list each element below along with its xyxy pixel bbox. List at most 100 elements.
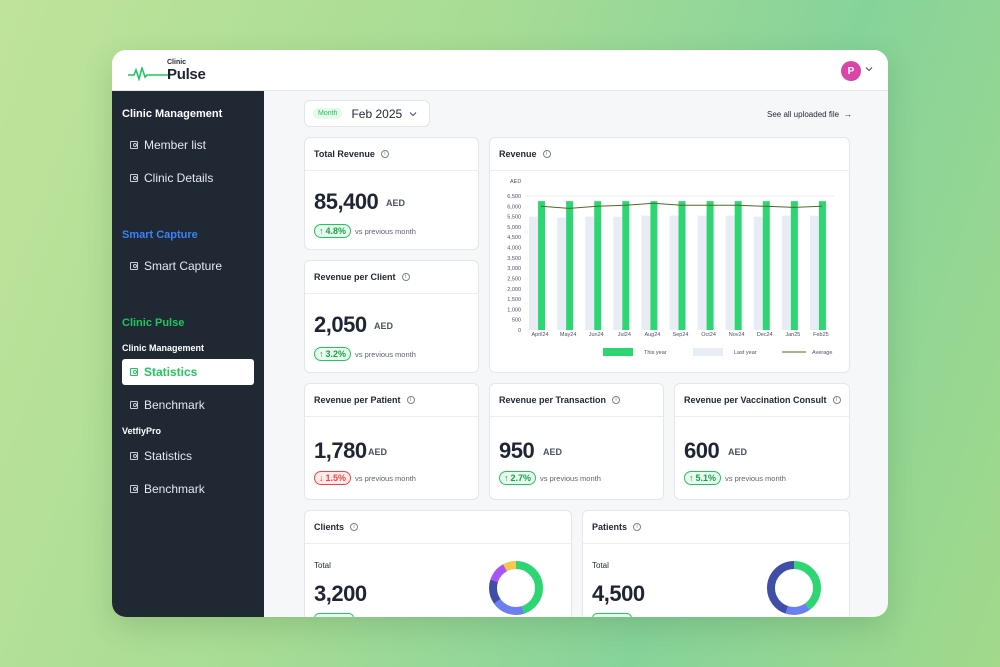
card-title: Revenue per Transaction <box>499 395 607 405</box>
legend-label-this-year: This year <box>644 350 667 356</box>
bar-last-year <box>669 215 679 330</box>
sidebar: Clinic Management Member list Clinic Det… <box>112 91 264 617</box>
card-title: Revenue per Patient <box>314 395 401 405</box>
kpi-value: 2,050 <box>314 312 367 337</box>
sidebar-item-smart-capture[interactable]: Smart Capture <box>122 253 254 279</box>
card-title: Revenue per Vaccination Consult <box>684 395 827 405</box>
user-icon <box>130 141 138 149</box>
bar-this-year <box>650 201 658 330</box>
card-title: Revenue <box>499 149 537 159</box>
bar-last-year <box>641 215 651 330</box>
sidebar-item-vetfiypro-statistics[interactable]: Statistics <box>122 443 254 469</box>
donut-segment <box>767 561 821 615</box>
change-badge: ↑ 2.7% <box>499 471 537 485</box>
patients-donut-chart <box>767 561 821 615</box>
info-icon[interactable]: i <box>380 150 389 158</box>
kpi-value: 950 <box>499 438 535 463</box>
kpi-unit: AED <box>368 447 388 457</box>
bar-last-year <box>809 215 819 330</box>
kpi-card-revenue-per-vaccination: Revenue per Vaccination Consult i 600 AE… <box>674 383 850 500</box>
bar-last-year <box>613 216 623 330</box>
info-icon[interactable]: i <box>350 523 359 531</box>
info-icon[interactable]: i <box>832 396 841 404</box>
patients-card: Patients i Total 4,500 <box>582 510 850 617</box>
change-badge: ↓ 1.5% <box>314 471 352 485</box>
sidebar-item-label: Benchmark <box>144 482 205 496</box>
card-header: Clients i <box>305 511 571 544</box>
y-tick-label: 2,000 <box>507 287 521 293</box>
sidebar-item-clinic-details[interactable]: Clinic Details <box>122 165 254 191</box>
sidebar-item-benchmark[interactable]: Benchmark <box>122 392 254 418</box>
sidebar-item-vetfiypro-benchmark[interactable]: Benchmark <box>122 476 254 502</box>
change-badge: ↑ 4.8% <box>314 224 352 238</box>
card-header: Revenue per Patient i <box>305 384 478 417</box>
change-note: vs previous month <box>355 349 416 359</box>
bar-this-year <box>734 201 742 330</box>
month-tag: Month <box>313 108 343 119</box>
month-picker[interactable]: Month Feb 2025 <box>304 100 430 127</box>
x-tick-label: Nov24 <box>729 332 745 338</box>
bar-last-year <box>753 216 763 330</box>
change-note: vs previous month <box>540 473 601 483</box>
arrow-right-icon: → <box>843 109 853 119</box>
chevron-down-icon[interactable] <box>865 65 873 73</box>
x-tick-label: Jul24 <box>618 332 631 338</box>
info-icon[interactable]: i <box>542 150 551 158</box>
change-badge <box>314 613 354 617</box>
user-icon <box>130 174 138 182</box>
see-all-uploaded-link[interactable]: See all uploaded file → <box>767 109 852 119</box>
x-tick-label: Jan25 <box>785 332 800 338</box>
card-header: Total Revenue i <box>305 138 478 171</box>
y-tick-label: 500 <box>512 318 521 324</box>
sidebar-item-label: Member list <box>144 138 207 152</box>
bar-this-year <box>566 201 574 330</box>
user-icon <box>130 262 138 270</box>
kpi-unit: AED <box>543 447 563 457</box>
arrow-down-icon: ↓ <box>319 473 324 483</box>
y-tick-label: 1,000 <box>507 307 521 313</box>
kpi-unit: AED <box>728 447 748 457</box>
sidebar-item-label: Smart Capture <box>144 259 223 273</box>
top-bar: Clinic Pulse P <box>112 50 888 91</box>
total-value: 4,500 <box>592 581 645 606</box>
month-value: Feb 2025 <box>351 106 403 121</box>
donut-segment <box>489 561 543 615</box>
change-note: vs previous month <box>355 226 416 236</box>
sidebar-section-clinic-management: Clinic Management <box>122 108 223 120</box>
change-badge: ↑ 3.2% <box>314 347 352 361</box>
change-badge <box>592 613 632 617</box>
x-tick-label: Jun24 <box>589 332 604 338</box>
bar-last-year <box>557 217 567 330</box>
bar-this-year <box>706 201 714 330</box>
kpi-change-row: ↑ 2.7% vs previous month <box>499 471 601 485</box>
see-all-label: See all uploaded file <box>767 109 840 119</box>
kpi-unit: AED <box>374 321 394 331</box>
info-icon[interactable]: i <box>612 396 621 404</box>
card-header: Revenue per Client i <box>305 261 478 294</box>
sidebar-item-statistics[interactable]: Statistics <box>122 359 254 385</box>
info-icon[interactable]: i <box>633 523 642 531</box>
arrow-up-icon: ↑ <box>504 473 509 483</box>
change-value: 4.8% <box>325 226 347 236</box>
user-icon <box>130 401 138 409</box>
user-icon <box>130 485 138 493</box>
x-tick-label: Sep24 <box>673 332 689 338</box>
x-tick-label: Aug24 <box>644 332 660 338</box>
clinic-pulse-logo[interactable]: Clinic Pulse <box>128 59 206 83</box>
card-header: Patients i <box>583 511 849 544</box>
legend-swatch-last-year <box>693 348 723 356</box>
kpi-value: 1,780 <box>314 438 367 463</box>
app-window: Clinic Pulse P Clinic Management Member … <box>112 50 888 617</box>
info-icon[interactable]: i <box>401 273 410 281</box>
bar-this-year <box>790 201 798 330</box>
change-note: vs previous month <box>725 473 786 483</box>
bar-last-year <box>725 215 735 330</box>
info-icon[interactable]: i <box>406 396 415 404</box>
avatar[interactable]: P <box>841 61 861 81</box>
kpi-card-revenue-per-transaction: Revenue per Transaction i 950 AED ↑ 2.7% … <box>489 383 664 500</box>
sidebar-subsection-clinic-management: Clinic Management <box>122 343 205 353</box>
change-value: 1.5% <box>325 473 347 483</box>
sidebar-item-member-list[interactable]: Member list <box>122 132 254 158</box>
sidebar-section-smart-capture: Smart Capture <box>122 229 198 241</box>
clients-donut-chart <box>489 561 543 615</box>
